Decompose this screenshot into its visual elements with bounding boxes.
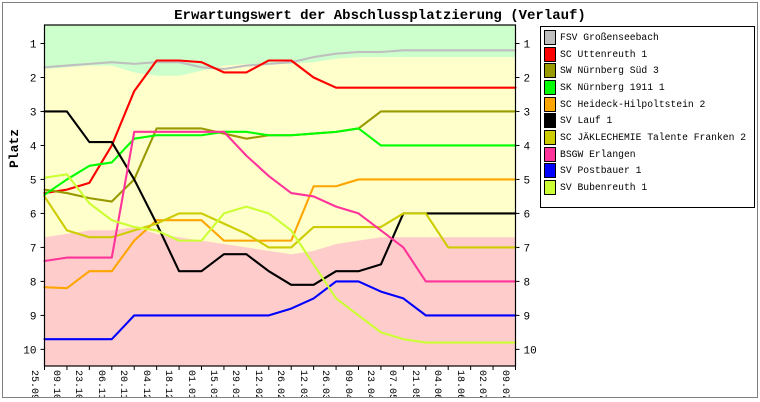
svg-text:1: 1: [524, 40, 531, 52]
svg-text:10: 10: [23, 345, 36, 357]
svg-text:1: 1: [30, 40, 37, 52]
svg-text:2: 2: [524, 73, 531, 85]
svg-text:3: 3: [30, 107, 37, 119]
svg-text:8: 8: [30, 277, 37, 289]
svg-text:6: 6: [30, 209, 37, 221]
svg-text:9: 9: [524, 311, 531, 323]
svg-text:7: 7: [30, 243, 37, 255]
svg-text:5: 5: [524, 175, 531, 187]
svg-text:5: 5: [30, 175, 37, 187]
svg-text:10: 10: [524, 345, 537, 357]
svg-text:8: 8: [524, 277, 531, 289]
svg-text:4: 4: [30, 141, 37, 153]
svg-text:9: 9: [30, 311, 37, 323]
svg-text:6: 6: [524, 209, 531, 221]
svg-text:4: 4: [524, 141, 531, 153]
svg-text:7: 7: [524, 243, 531, 255]
svg-text:2: 2: [30, 73, 37, 85]
svg-text:3: 3: [524, 107, 531, 119]
